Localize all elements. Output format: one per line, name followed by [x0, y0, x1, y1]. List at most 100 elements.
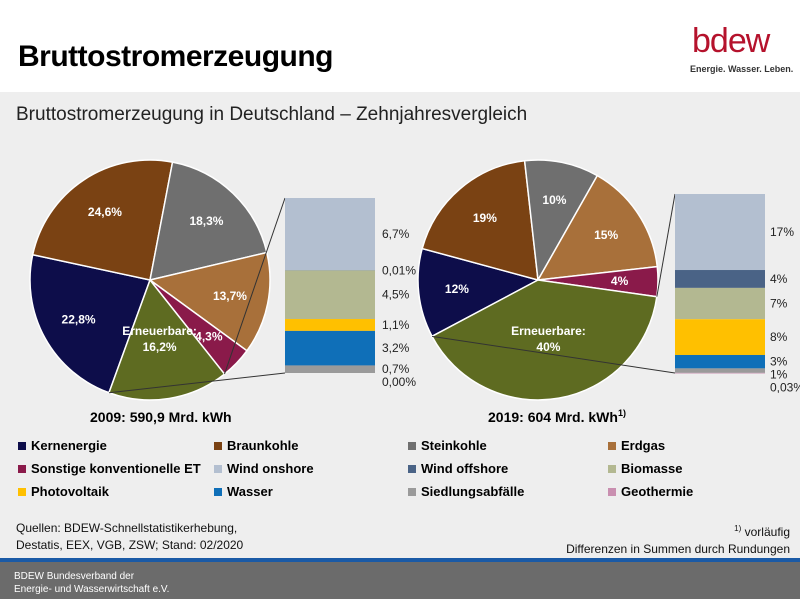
slice-label-braunkohle: 24,6%: [88, 205, 122, 219]
footnote-text: vorläufig: [741, 525, 790, 539]
pie-charts: 22,8%24,6%18,3%13,7%4,3%Erneuerbare:16,2…: [29, 159, 800, 425]
breakdown-segment-siedlungsabfaelle: [285, 365, 375, 373]
legend-label: Geothermie: [621, 484, 694, 499]
breakdown-label-geothermie: 0,00%: [382, 375, 416, 389]
connector-line-bottom: [108, 372, 286, 394]
legend-item-biomasse: Biomasse: [608, 461, 682, 476]
slice-label-erdgas: 15%: [594, 228, 618, 242]
legend-label: Braunkohle: [227, 438, 299, 453]
pie-slice-braunkohle: [31, 159, 174, 281]
legend-label: Wind offshore: [421, 461, 509, 476]
legend-item-geothermie: Geothermie: [608, 484, 693, 499]
page-title: Bruttostromerzeugung: [18, 40, 334, 73]
legend-label: Photovoltaik: [31, 484, 110, 499]
legend-item-photovoltaik: Photovoltaik: [18, 484, 109, 499]
pie-slice-steinkohle: [149, 161, 268, 281]
breakdown-label-photovoltaik: 8%: [770, 330, 788, 344]
header: Bruttostromerzeugung bdew Energie. Wasse…: [0, 0, 800, 92]
slice-label-steinkohle: 18,3%: [189, 214, 223, 228]
legend-label: Wind onshore: [227, 461, 314, 476]
slice-label-erneuerbare: Erneuerbare:: [511, 324, 586, 338]
footer: BDEW Bundesverband der Energie- und Wass…: [0, 558, 800, 599]
breakdown-label-wind-offshore: 4%: [770, 272, 788, 286]
slice-value-erneuerbare: 16,2%: [143, 340, 177, 354]
bdew-logo: bdew Energie. Wasser. Leben.: [690, 22, 794, 74]
pie-slice-braunkohle: [421, 159, 539, 282]
legend-item-wind-offshore: Wind offshore: [408, 461, 508, 476]
legend-label: Siedlungsabfälle: [421, 484, 525, 499]
pie-slice-erdgas: [148, 251, 271, 352]
logo-word: bdew: [692, 22, 770, 60]
chart-panel: Bruttostromerzeugung in Deutschland – Ze…: [0, 92, 800, 558]
breakdown-label-wind-onshore: 6,7%: [382, 227, 410, 241]
legend-item-sonstige-konventionelle-et: Sonstige konventionelle ET: [18, 461, 201, 476]
legend-swatch: [18, 487, 26, 496]
footnote-marker: 1): [734, 524, 742, 533]
pie-slice-kernenergie: [29, 253, 151, 394]
footnote-line-1: 1) vorläufig: [566, 520, 790, 541]
slice-label-steinkohle: 10%: [542, 193, 566, 207]
breakdown-label-biomasse: 7%: [770, 297, 788, 311]
legend-swatch: [214, 487, 222, 496]
breakdown-label-siedlungsabfaelle: 0,7%: [382, 362, 410, 376]
legend-label: Steinkohle: [421, 438, 487, 453]
sources-line-1: Quellen: BDEW-Schnellstatistikerhebung,: [16, 521, 238, 535]
breakdown-segment-wasser: [675, 354, 765, 369]
slice-label-erneuerbare: Erneuerbare:: [122, 324, 197, 338]
legend-label: Erdgas: [621, 438, 666, 453]
footer-line-2: Energie- und Wasserwirtschaft e.V.: [14, 584, 170, 595]
connector-line-top: [656, 193, 676, 297]
legend-label: Wasser: [227, 484, 273, 499]
breakdown-segment-siedlungsabfaelle: [675, 368, 765, 373]
sources-line-2: Destatis, EEX, VGB, ZSW; Stand: 02/2020: [16, 538, 244, 552]
logo-tagline: Energie. Wasser. Leben.: [690, 64, 794, 74]
breakdown-label-photovoltaik: 1,1%: [382, 318, 410, 332]
legend-swatch: [608, 441, 616, 450]
legend-swatch: [214, 441, 222, 450]
breakdown-label-siedlungsabfaelle: 1%: [770, 368, 788, 382]
chart-subtitle: Bruttostromerzeugung in Deutschland – Ze…: [16, 104, 528, 125]
legend-item-wind-onshore: Wind onshore: [214, 461, 314, 476]
pie-title: 2009: 590,9 Mrd. kWh: [90, 409, 232, 425]
pie-slice-erdgas: [536, 174, 659, 281]
breakdown-label-geothermie: 0,03%: [770, 381, 800, 395]
sources: Quellen: BDEW-Schnellstatistikerhebung, …: [16, 520, 243, 554]
legend-label: Kernenergie: [31, 438, 107, 453]
slice-label-sonstige-konventionelle-et: 4%: [611, 274, 629, 288]
footnote: 1) vorläufig Differenzen in Summen durch…: [566, 520, 790, 558]
legend-swatch: [608, 464, 616, 473]
pie-slice-kernenergie: [417, 247, 541, 338]
legend-item-wasser: Wasser: [214, 484, 273, 499]
breakdown-segment-wind-onshore: [675, 194, 765, 271]
breakdown-label-wasser: 3%: [770, 355, 788, 369]
slice-value-erneuerbare: 40%: [536, 340, 560, 354]
legend-item-braunkohle: Braunkohle: [214, 438, 299, 453]
legend-swatch: [608, 487, 616, 496]
slice-label-sonstige-konventionelle-et: 4,3%: [195, 330, 223, 344]
slice-label-erdgas: 13,7%: [213, 289, 247, 303]
footer-stripe: [0, 558, 800, 562]
breakdown-label-wasser: 3,2%: [382, 341, 410, 355]
legend-item-siedlungsabfaelle: Siedlungsabfälle: [408, 484, 524, 499]
footer-text: BDEW Bundesverband der Energie- und Wass…: [14, 570, 169, 596]
breakdown-segment-wasser: [285, 330, 375, 366]
legend-swatch: [408, 487, 416, 496]
breakdown-label-wind-offshore: 0,01%: [382, 263, 416, 277]
breakdown-label-biomasse: 4,5%: [382, 288, 410, 302]
pie-slice-erneuerbare: [107, 278, 226, 401]
breakdown-segment-geothermie: [675, 372, 765, 374]
breakdown-segment-wind-offshore: [675, 270, 765, 288]
legend-label: Sonstige konventionelle ET: [31, 461, 201, 476]
connector-line-top: [224, 197, 286, 375]
breakdown-segment-photovoltaik: [675, 319, 765, 355]
slice-label-kernenergie: 22,8%: [62, 312, 96, 326]
legend-item-steinkohle: Steinkohle: [408, 438, 487, 453]
legend-swatch: [18, 464, 26, 473]
legend-item-erdgas: Erdgas: [608, 438, 665, 453]
legend-swatch: [214, 464, 222, 473]
slice-label-braunkohle: 19%: [473, 211, 497, 225]
slice-label-kernenergie: 12%: [445, 282, 469, 296]
footer-line-1: BDEW Bundesverband der: [14, 571, 135, 582]
pie-slice-steinkohle: [523, 159, 599, 283]
legend-label: Biomasse: [621, 461, 683, 476]
